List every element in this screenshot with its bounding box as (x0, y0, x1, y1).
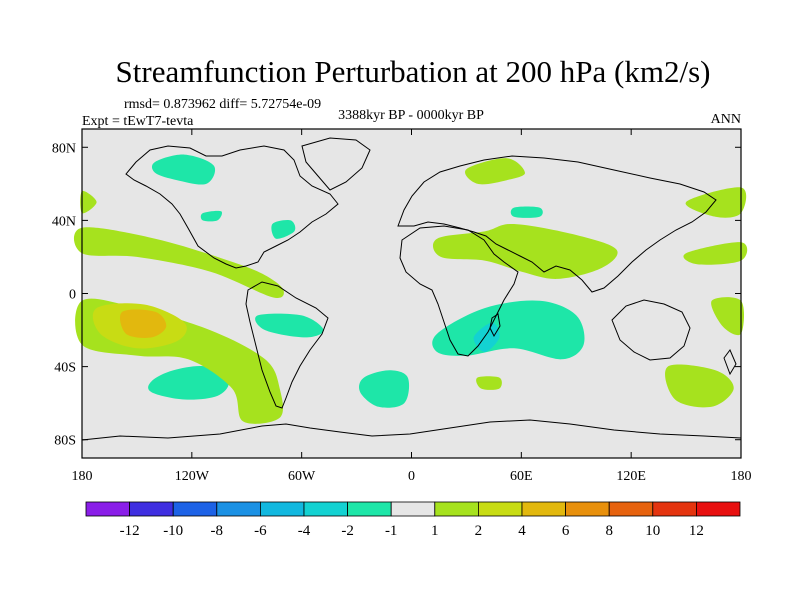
coastline-antarctica (81, 419, 742, 441)
contour-region-4 (148, 366, 229, 400)
coastline-europe-asia (397, 155, 717, 293)
colorbar-label-1: -10 (163, 523, 183, 539)
x-tick-label-3: 0 (408, 469, 415, 484)
contour-region-3 (255, 313, 324, 338)
colorbar-label-3: -6 (254, 523, 267, 539)
chart-title: Streamfunction Perturbation at 200 hPa (… (116, 54, 711, 89)
contour-region-10 (73, 227, 284, 298)
x-tick-label-5: 120E (616, 469, 646, 484)
coastline-new-zealand (723, 349, 737, 376)
y-tick-label-1: 40N (52, 214, 76, 229)
colorbar-swatch-12 (608, 501, 654, 517)
stats-line: rmsd= 0.873962 diff= 5.72754e-09 (124, 97, 321, 112)
colorbar-label-11: 8 (605, 523, 613, 539)
contour-region-18 (476, 376, 502, 390)
coastline-madagascar (489, 313, 501, 338)
colorbar-swatch-14 (696, 501, 741, 517)
season-label: ANN (711, 112, 741, 127)
colorbar-label-7: 1 (431, 523, 439, 539)
colorbar-swatch-9 (477, 501, 523, 517)
colorbar-swatch-2 (172, 501, 218, 517)
x-tick-label-2: 60W (288, 469, 316, 484)
contour-region-20 (119, 309, 167, 338)
contour-region-13 (432, 223, 618, 279)
y-tick-label-2: 0 (69, 288, 76, 303)
colorbar-swatch-3 (216, 501, 261, 517)
contour-region-0 (151, 154, 216, 185)
colorbar-label-2: -8 (211, 523, 224, 539)
colorbar-swatch-13 (652, 501, 697, 517)
coastline-africa (399, 225, 519, 357)
colorbar-swatch-7 (390, 501, 436, 517)
coastline-australia (611, 299, 691, 361)
colorbar-label-13: 12 (689, 523, 704, 539)
colorbar-label-0: -12 (120, 523, 140, 539)
coastlines (81, 137, 742, 441)
coastline-south-america (245, 281, 329, 409)
coastline-north-america (125, 145, 339, 269)
contour-region-16 (711, 297, 745, 336)
period-label: 3388kyr BP - 0000kyr BP (338, 108, 484, 123)
contour-region-14 (685, 187, 747, 218)
x-tick-label-1: 120W (175, 469, 210, 484)
colorbar-label-12: 10 (645, 523, 660, 539)
colorbar-swatch-0 (85, 501, 130, 517)
map-background (82, 129, 741, 458)
colorbar-label-6: -1 (385, 523, 398, 539)
y-tick-label-4: 80S (54, 434, 76, 449)
y-tick-label-0: 80N (52, 141, 76, 156)
x-tick-label-4: 60E (510, 469, 533, 484)
colorbar-swatch-10 (521, 501, 566, 517)
colorbar-swatch-1 (129, 501, 174, 517)
x-tick-label-0: 180 (72, 469, 93, 484)
y-tick-label-3: 40S (54, 361, 76, 376)
colorbar-swatch-11 (565, 501, 610, 517)
contour-region-9 (80, 190, 97, 214)
axis-ticks: 180 120W 60W 0 60E 120E 180 80N 40N 0 40S 80S (52, 129, 752, 484)
colorbar-label-8: 2 (475, 523, 483, 539)
contour-region-7 (510, 206, 543, 218)
contour-regions (73, 154, 748, 424)
contour-region-12 (465, 158, 525, 185)
map-plot-area: 180 120W 60W 0 60E 120E 180 80N 40N 0 40S 80S (52, 128, 752, 484)
experiment-label: Expt = tEwT7-tevta (82, 114, 194, 129)
contour-region-5 (359, 370, 410, 408)
colorbar-swatch-5 (303, 501, 348, 517)
contour-region-2 (200, 210, 223, 222)
colorbar-label-9: 4 (518, 523, 526, 539)
colorbar-label-5: -2 (341, 523, 354, 539)
colorbar-swatch-4 (259, 501, 305, 517)
colorbar-swatch-6 (347, 501, 392, 517)
contour-region-6 (432, 300, 585, 360)
colorbar: -12 -10 -8 -6 -4 -2 -1 1 2 4 6 8 10 12 (85, 501, 741, 539)
colorbar-swatch-8 (434, 501, 479, 517)
colorbar-label-4: -4 (298, 523, 311, 539)
x-tick-label-6: 180 (731, 469, 752, 484)
coastline-greenland (301, 137, 371, 191)
contour-region-1 (271, 220, 296, 239)
contour-region-8 (473, 322, 500, 352)
colorbar-label-10: 6 (562, 523, 570, 539)
contour-region-15 (683, 242, 748, 265)
contour-region-17 (665, 364, 734, 408)
